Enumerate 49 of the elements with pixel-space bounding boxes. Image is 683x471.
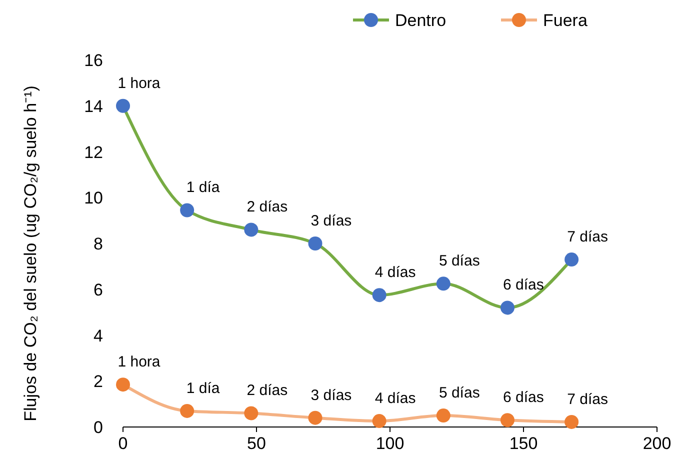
- y-tick-label: 14: [84, 96, 103, 116]
- annotation: 1 hora: [118, 354, 161, 371]
- point: [244, 222, 258, 237]
- x-tick-label: 100: [376, 434, 404, 453]
- annotation: 7 días: [567, 228, 608, 246]
- annotation: 4 días: [374, 264, 416, 282]
- y-tick-label: 0: [94, 418, 103, 437]
- x-tick-label: 0: [118, 434, 128, 453]
- y-tick-label: 4: [94, 326, 103, 346]
- point: [180, 404, 194, 418]
- point: [436, 276, 450, 291]
- point: [500, 413, 514, 428]
- annotation: 4 días: [374, 390, 416, 408]
- x-tick-label: 150: [509, 434, 538, 453]
- point: [244, 406, 258, 420]
- point: [372, 414, 386, 428]
- annotation: 2 días: [246, 198, 288, 216]
- annotation: 3 días: [310, 386, 352, 404]
- annotation: 2 días: [246, 382, 288, 400]
- point: [564, 414, 579, 429]
- y-tick-label: 2: [94, 372, 103, 392]
- legend-label: Fuera: [543, 11, 588, 30]
- point: [116, 98, 130, 113]
- annotation: 5 días: [438, 252, 480, 270]
- annotation: 5 días: [438, 384, 480, 402]
- y-axis-title: Flujos de CO₂ del suelo (ug CO₂/g suelo h⁻¹): [21, 86, 40, 422]
- point: [116, 378, 130, 392]
- y-tick-label: 16: [84, 51, 103, 70]
- annotation: 6 días: [503, 276, 544, 294]
- y-tick-label: 8: [94, 234, 103, 254]
- y-tick-label: 12: [84, 142, 103, 162]
- point: [180, 203, 194, 218]
- annotation: 1 día: [186, 380, 220, 397]
- y-tick-label: 6: [94, 280, 103, 300]
- annotation: 3 días: [310, 212, 352, 230]
- point: [372, 288, 386, 302]
- x-tick-label: 50: [247, 434, 266, 453]
- legend-label: Dentro: [395, 11, 446, 30]
- x-tick-label: 200: [642, 434, 672, 453]
- annotation: 6 días: [503, 389, 544, 406]
- point: [500, 300, 514, 315]
- point: [436, 408, 450, 423]
- annotation: 7 días: [567, 390, 608, 408]
- point: [564, 252, 579, 267]
- y-tick-label: 10: [84, 188, 103, 208]
- point: [308, 410, 322, 425]
- annotation: 1 hora: [118, 74, 161, 92]
- annotation: 1 día: [186, 179, 220, 196]
- point: [308, 236, 322, 250]
